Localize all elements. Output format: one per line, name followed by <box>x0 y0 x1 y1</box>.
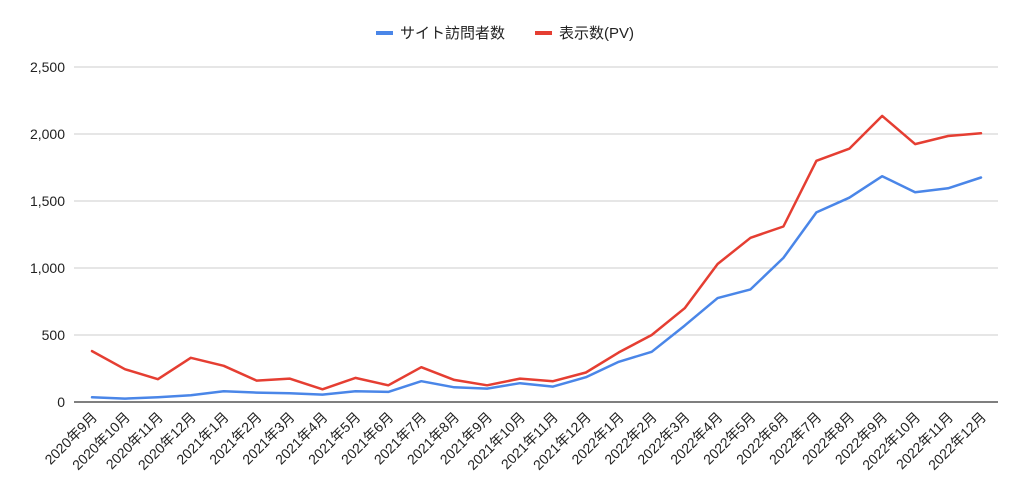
legend-label: サイト訪問者数 <box>400 25 505 42</box>
y-tick-label: 1,500 <box>30 193 65 209</box>
legend-label: 表示数(PV) <box>559 25 634 42</box>
legend: サイト訪問者数 表示数(PV) <box>376 25 634 42</box>
series-line <box>90 174 983 400</box>
series-line <box>90 114 983 391</box>
legend-swatch <box>535 31 553 35</box>
y-tick-label: 2,000 <box>30 126 65 142</box>
x-axis-ticks: 2020年9月2020年10月2020年11月2020年12月2021年1月20… <box>41 409 989 473</box>
y-tick-label: 500 <box>42 327 66 343</box>
series-lines <box>90 114 983 400</box>
gridlines <box>74 66 998 403</box>
y-axis-ticks: 0 500 1,000 1,500 2,000 2,500 <box>30 59 65 410</box>
y-tick-label: 2,500 <box>30 59 65 75</box>
y-tick-label: 1,000 <box>30 260 65 276</box>
legend-swatch <box>376 31 393 35</box>
y-tick-label: 0 <box>57 394 65 410</box>
